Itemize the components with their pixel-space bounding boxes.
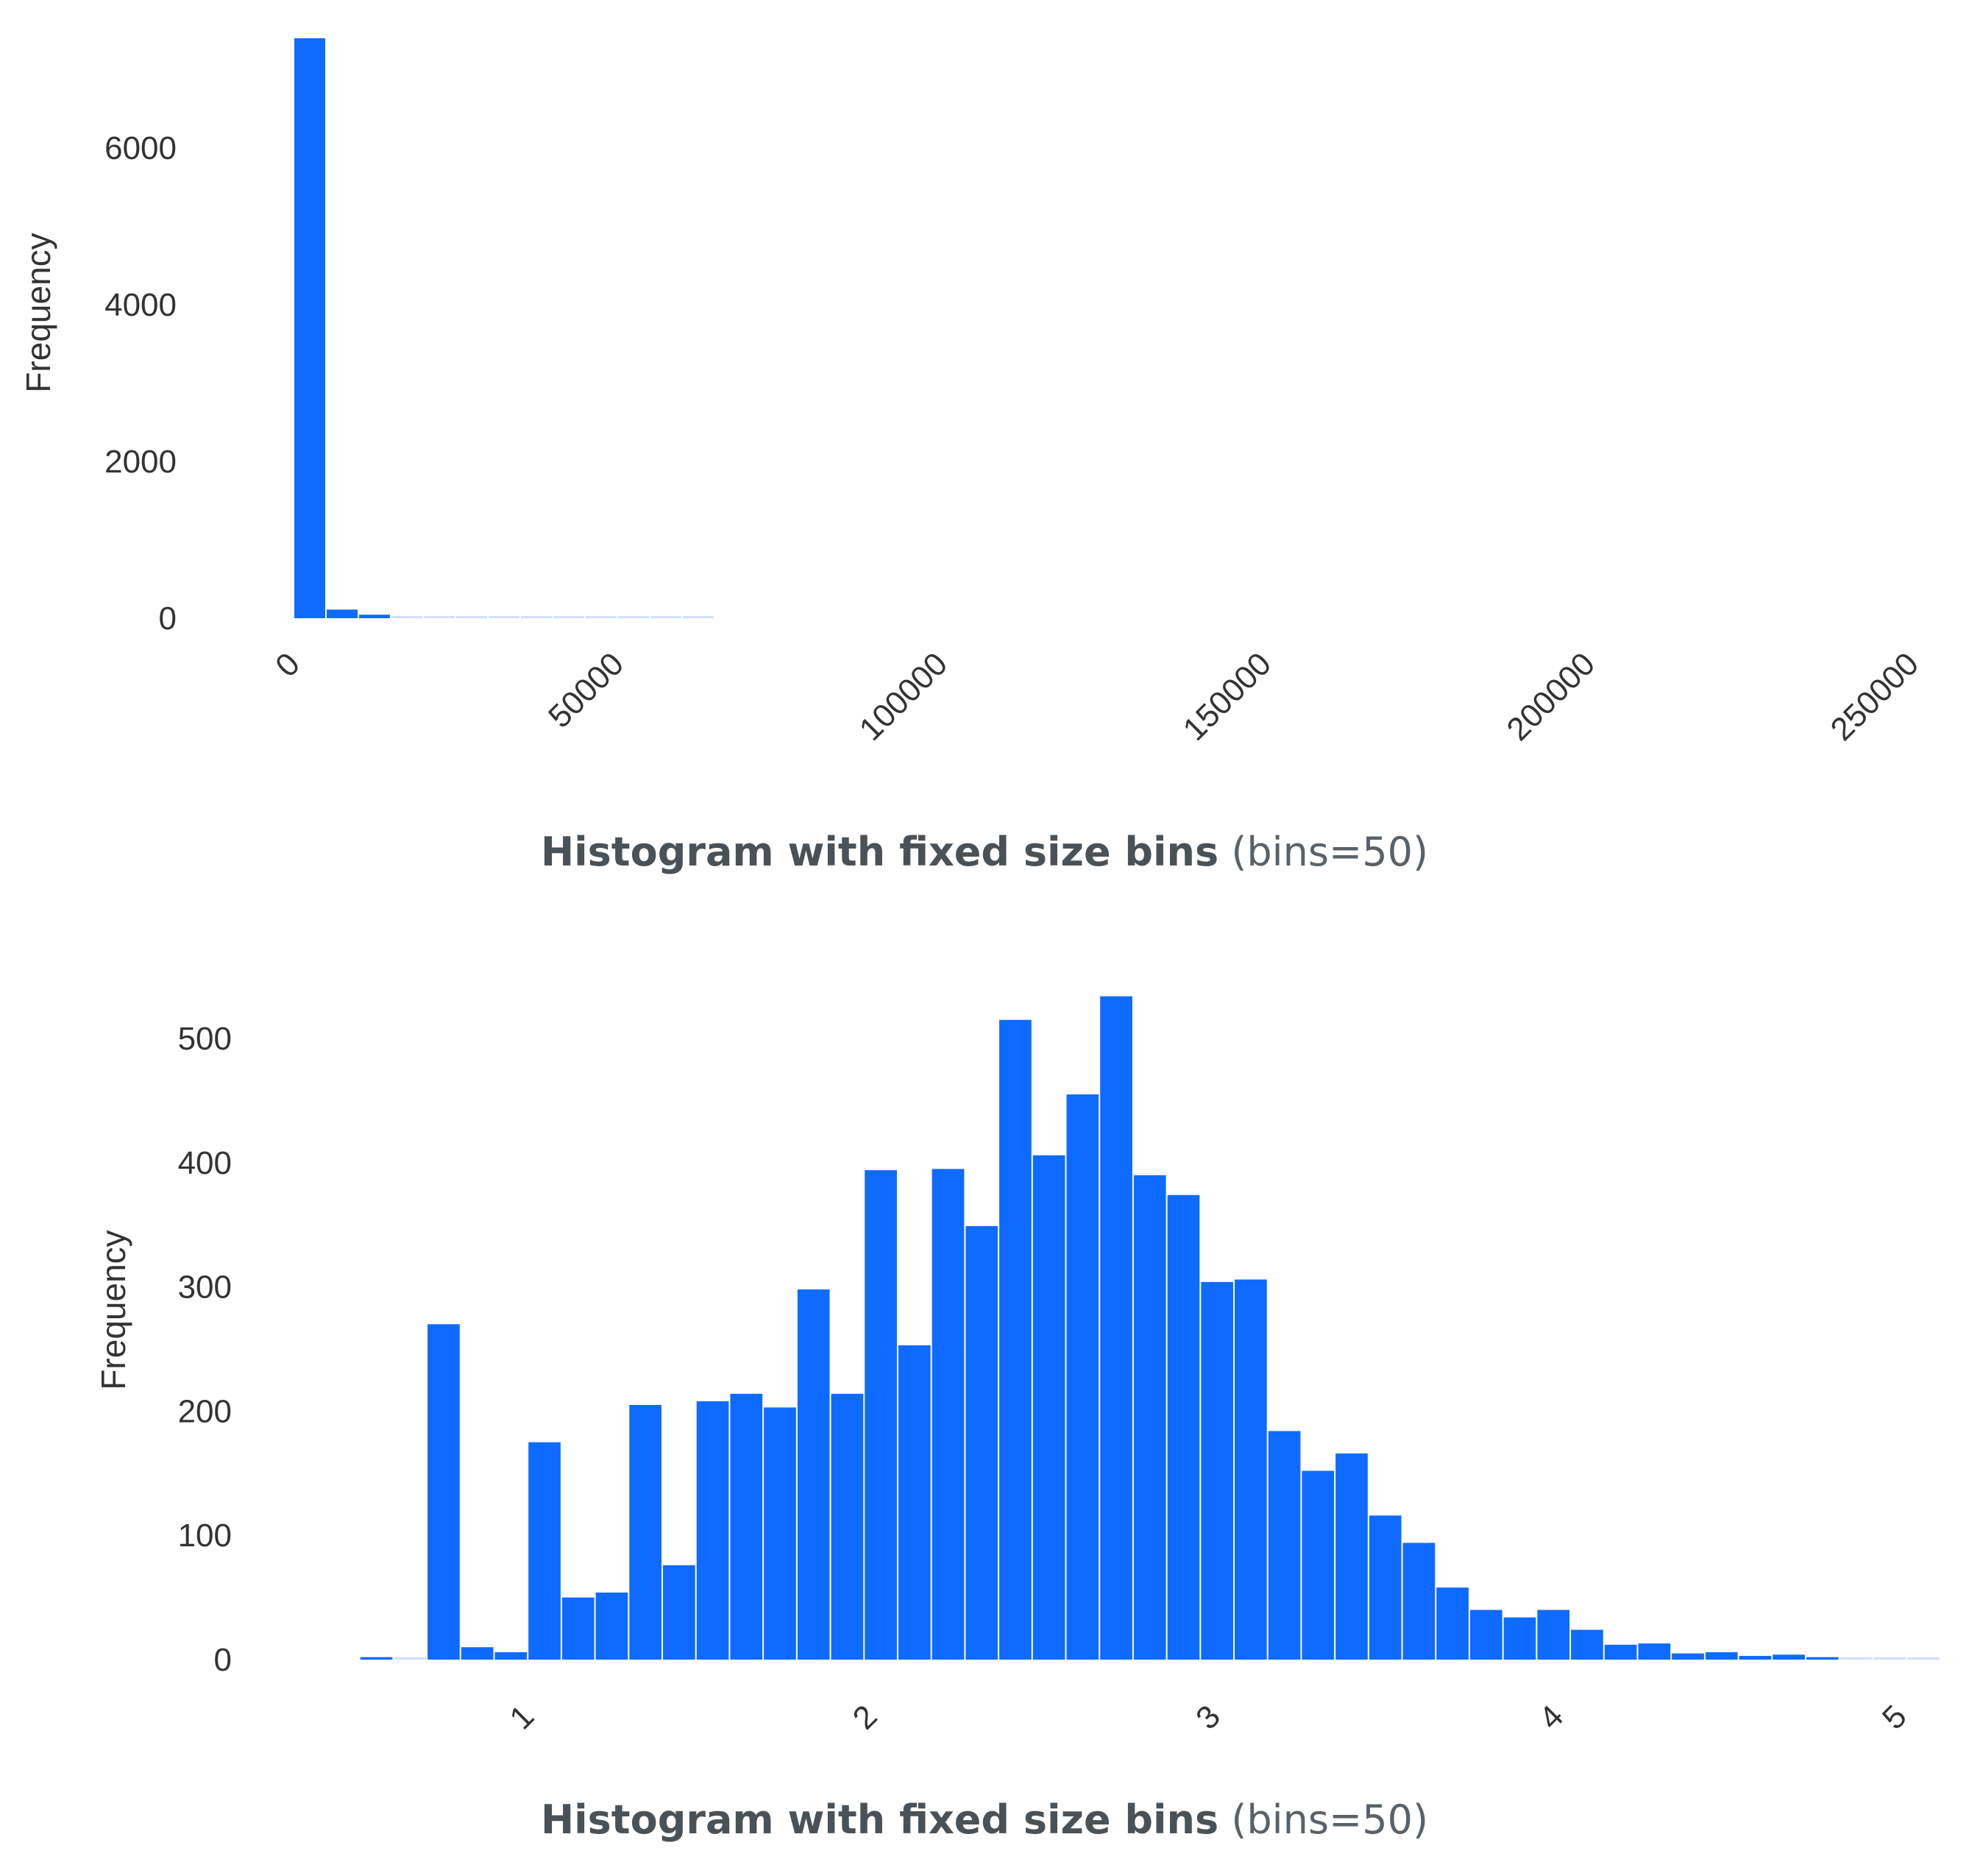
chart-2-bar-16 (898, 1345, 931, 1660)
chart-2-bar-30 (1369, 1515, 1402, 1660)
chart-1-ytick-3: 6000 (104, 130, 177, 166)
chart-2-bar-23 (1133, 1175, 1166, 1660)
chart-2-bar-36 (1571, 1629, 1603, 1660)
chart-2-ytick-4: 400 (178, 1145, 232, 1181)
chart-2-caption-subtitle: (bins=50) (1231, 1797, 1429, 1843)
chart-2-ytick-2: 200 (178, 1393, 232, 1429)
chart-1-bar-4 (424, 616, 455, 618)
chart-2-bar-44 (1839, 1657, 1873, 1660)
chart-2-ytick-3: 300 (178, 1270, 232, 1306)
chart-2-bar-20 (1032, 1155, 1065, 1660)
chart-1-caption-subtitle: (bins=50) (1231, 829, 1429, 875)
chart-2-bar-34 (1503, 1617, 1536, 1660)
chart-2-ytick-1: 100 (178, 1518, 232, 1554)
chart-2-bar-39 (1672, 1653, 1704, 1660)
histogram-chart-2: 0 100 200 300 400 500 1 2 3 4 5 Frequency Histogram… (0, 920, 1969, 1876)
chart-1-ytick-0: 0 (159, 601, 177, 637)
chart-1-bar-6 (489, 616, 519, 618)
chart-2-xtick-3: 4 (1532, 1698, 1570, 1736)
chart-2-caption: Histogram with fixed size bins (bins=50) (0, 1797, 1969, 1843)
chart-2-bar-14 (831, 1393, 864, 1660)
chart-2-bar-33 (1469, 1610, 1503, 1660)
chart-1-bar-1 (327, 609, 358, 618)
chart-2-bar-45 (1873, 1657, 1906, 1660)
chart-1-xtick-0: 0 (269, 645, 307, 684)
chart-2-bar-38 (1638, 1643, 1671, 1660)
chart-2-bar-31 (1402, 1543, 1436, 1660)
chart-2-bar-27 (1268, 1431, 1301, 1660)
histogram-2-svg: 0 100 200 300 400 500 1 2 3 4 5 Frequency (94, 996, 1940, 1736)
histogram-chart-1: 0 2000 4000 6000 0 50000 100000 150000 200000 250… (0, 0, 1969, 920)
chart-1-bar-11 (650, 616, 681, 618)
chart-2-bar-18 (965, 1225, 998, 1660)
chart-2-bar-6 (561, 1597, 595, 1660)
chart-2-ytick-0: 0 (214, 1642, 232, 1678)
chart-1-caption: Histogram with fixed size bins (bins=50) (0, 829, 1969, 875)
chart-1-ytick-2: 4000 (104, 287, 177, 323)
chart-1-bar-3 (391, 616, 422, 618)
chart-2-bar-40 (1705, 1652, 1738, 1660)
chart-1-bar-8 (553, 616, 584, 618)
chart-2-bar-35 (1537, 1610, 1570, 1660)
chart-2-bar-26 (1235, 1279, 1267, 1660)
chart-1-bar-10 (618, 616, 649, 618)
chart-1-ylabel: Frequency (19, 233, 57, 392)
chart-2-bar-1 (394, 1657, 427, 1660)
chart-2-bar-24 (1167, 1194, 1200, 1660)
chart-2-bar-21 (1066, 1094, 1099, 1660)
chart-1-xtick-3: 150000 (1177, 645, 1278, 747)
chart-2-caption-title: Histogram with fixed size bins (540, 1797, 1219, 1843)
chart-2-bar-7 (595, 1592, 628, 1660)
chart-1-bar-12 (683, 616, 714, 618)
chart-2-bar-28 (1302, 1470, 1335, 1660)
chart-2-bar-9 (663, 1565, 695, 1660)
chart-2-bar-32 (1436, 1587, 1469, 1660)
chart-2-ytick-5: 500 (178, 1021, 232, 1057)
chart-1-xtick-5: 250000 (1824, 645, 1926, 747)
chart-2-bars (360, 996, 1940, 1660)
chart-2-bar-8 (629, 1404, 662, 1660)
chart-2-bar-22 (1100, 996, 1132, 1660)
chart-2-bar-15 (865, 1169, 897, 1660)
chart-2-bar-19 (999, 1019, 1032, 1660)
chart-1-bar-0 (294, 38, 325, 618)
chart-2-xtick-2: 3 (1189, 1698, 1227, 1736)
chart-2-bar-29 (1335, 1453, 1368, 1660)
chart-2-bar-3 (461, 1647, 494, 1660)
chart-2-bar-5 (528, 1442, 561, 1660)
chart-2-bar-42 (1773, 1654, 1806, 1660)
chart-2-bar-12 (764, 1407, 796, 1660)
chart-1-bar-2 (359, 615, 390, 618)
chart-2-bar-0 (360, 1657, 393, 1660)
chart-2-xtick-4: 5 (1876, 1698, 1914, 1736)
chart-2-bar-10 (696, 1401, 729, 1660)
chart-2-bar-11 (730, 1393, 763, 1660)
chart-2-bar-25 (1201, 1281, 1234, 1660)
chart-1-bar-5 (456, 616, 487, 618)
chart-2-bar-37 (1604, 1644, 1637, 1660)
chart-2-bar-46 (1907, 1657, 1940, 1660)
chart-2-bar-17 (932, 1169, 965, 1660)
chart-2-bar-43 (1806, 1657, 1839, 1660)
chart-2-xtick-0: 1 (503, 1698, 541, 1736)
chart-1-caption-title: Histogram with fixed size bins (540, 829, 1219, 875)
chart-1-bar-9 (586, 616, 617, 618)
chart-1-bar-7 (521, 616, 552, 618)
chart-2-bar-2 (427, 1324, 460, 1660)
chart-1-ytick-1: 2000 (104, 444, 177, 480)
histogram-1-svg: 0 2000 4000 6000 0 50000 100000 150000 200000 250… (19, 38, 1926, 748)
chart-2-bar-41 (1739, 1655, 1772, 1660)
chart-2-ylabel: Frequency (94, 1230, 132, 1390)
chart-2-bar-13 (797, 1289, 830, 1660)
chart-2-xtick-1: 2 (846, 1698, 884, 1736)
chart-1-bars (294, 38, 714, 618)
chart-1-xtick-2: 100000 (853, 645, 954, 747)
chart-2-bar-4 (494, 1652, 528, 1660)
chart-1-xtick-1: 50000 (542, 645, 631, 735)
chart-1-xtick-4: 200000 (1500, 645, 1602, 747)
